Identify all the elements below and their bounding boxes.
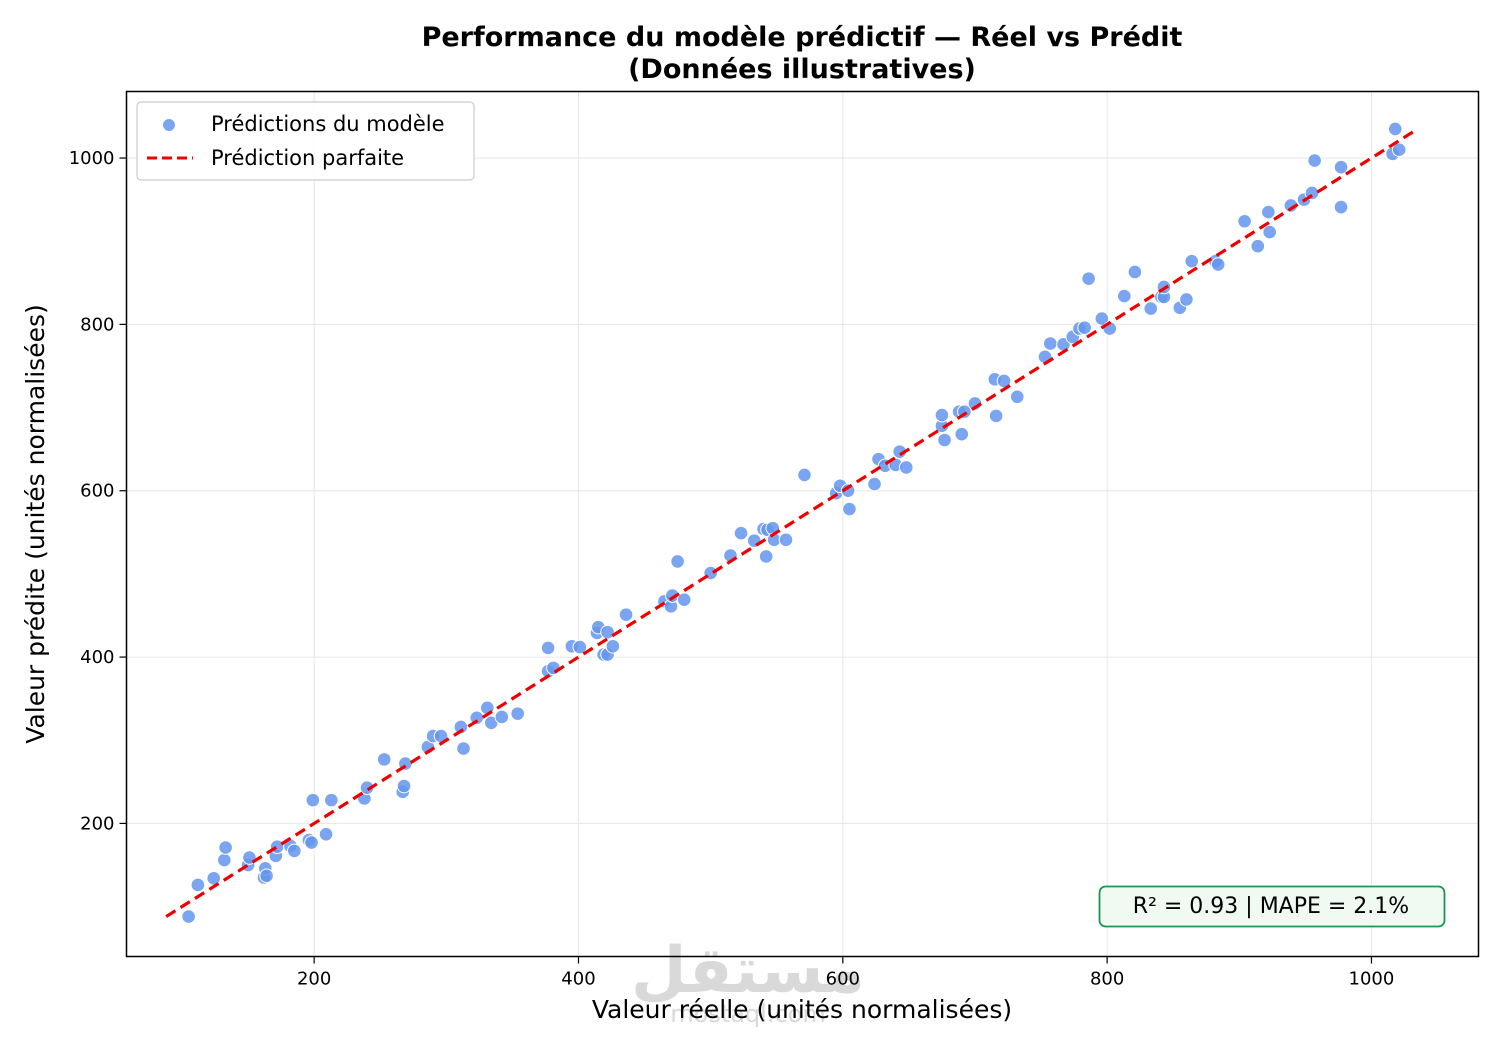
- data-point: [934, 407, 950, 423]
- axis-ticks: 200 400 600 800 1000 200 400 600 800 1000: [69, 148, 1395, 989]
- data-point: [1009, 389, 1025, 405]
- chart-title: Performance du modèle prédictif — Réel v…: [422, 22, 1183, 53]
- y-tick-label: 1000: [69, 148, 115, 169]
- data-point: [1261, 204, 1276, 220]
- data-point: [898, 460, 914, 475]
- data-point: [259, 868, 274, 884]
- x-tick-label: 200: [297, 969, 331, 990]
- data-point: [867, 476, 882, 492]
- data-point: [1043, 336, 1058, 351]
- y-tick-label: 800: [80, 314, 114, 335]
- watermark-arabic: مستقل: [631, 934, 865, 1008]
- data-point: [1184, 253, 1200, 269]
- y-tick-label: 400: [80, 647, 114, 668]
- data-point: [190, 877, 206, 893]
- data-point: [218, 840, 233, 855]
- data-point: [216, 852, 232, 868]
- data-point: [778, 532, 794, 548]
- legend-box: [136, 101, 475, 181]
- data-point: [937, 432, 952, 448]
- data-point: [324, 792, 339, 808]
- perfect-line-series: [165, 129, 1416, 918]
- data-point: [1391, 142, 1407, 158]
- data-point: [746, 533, 762, 548]
- data-point: [670, 554, 685, 569]
- x-tick-label: 400: [561, 969, 595, 990]
- data-point: [181, 909, 196, 924]
- legend-label-predictions: Prédictions du modèle: [211, 112, 445, 136]
- data-point: [1117, 288, 1132, 304]
- data-point: [605, 638, 621, 654]
- data-point: [1210, 257, 1226, 272]
- data-point: [456, 741, 471, 756]
- y-axis-label: Valeur prédite (unités normalisées): [21, 304, 50, 743]
- legend-scatter-marker: [162, 118, 176, 132]
- data-point: [546, 660, 561, 676]
- data-point: [494, 709, 510, 725]
- data-point: [572, 639, 588, 655]
- perfect-prediction-line: [165, 129, 1416, 918]
- data-point: [842, 501, 857, 517]
- data-point: [510, 706, 525, 721]
- data-point: [1237, 213, 1252, 229]
- data-point: [840, 483, 856, 499]
- legend: Prédictions du modèle Prédiction parfait…: [136, 101, 475, 181]
- x-tick-label: 800: [1090, 969, 1124, 990]
- data-point: [797, 467, 812, 483]
- data-point: [600, 624, 615, 640]
- data-point: [1387, 121, 1403, 137]
- data-point: [1143, 301, 1159, 316]
- data-point: [1179, 292, 1194, 307]
- data-point: [1262, 224, 1277, 240]
- y-tick-label: 600: [80, 481, 114, 502]
- data-point: [1250, 238, 1266, 254]
- metrics-annotation: R² = 0.93 | MAPE = 2.1%: [1098, 885, 1446, 928]
- metrics-annotation-text: R² = 0.93 | MAPE = 2.1%: [1133, 894, 1409, 919]
- data-point: [396, 778, 412, 794]
- data-point: [676, 592, 692, 607]
- data-point: [1081, 271, 1096, 286]
- data-point: [1127, 264, 1143, 280]
- data-point: [954, 426, 970, 442]
- legend-label-perfect: Prédiction parfaite: [211, 146, 404, 170]
- data-point: [304, 835, 319, 850]
- y-tick-label: 200: [80, 813, 114, 834]
- data-point: [1094, 311, 1110, 326]
- data-point: [618, 607, 634, 622]
- data-point: [1333, 199, 1349, 215]
- data-point: [318, 826, 334, 842]
- data-point: [453, 719, 469, 735]
- data-point: [988, 408, 1004, 424]
- data-point: [733, 525, 749, 541]
- chart-subtitle: (Données illustratives): [628, 54, 976, 85]
- grid: [126, 91, 1479, 957]
- data-point: [1077, 320, 1092, 336]
- watermark-latin: mostaql.com: [670, 1000, 825, 1028]
- watermark: مستقل mostaql.com: [631, 934, 865, 1028]
- data-point: [287, 843, 302, 859]
- x-axis-label: Valeur réelle (unités normalisées): [592, 995, 1012, 1024]
- data-point: [1333, 159, 1349, 175]
- data-point: [758, 549, 774, 564]
- data-point: [376, 752, 392, 767]
- metrics-annotation-box: [1098, 885, 1446, 928]
- data-point: [540, 640, 556, 656]
- data-point: [305, 792, 321, 808]
- data-point: [1307, 153, 1322, 168]
- data-point: [206, 871, 222, 886]
- x-tick-label: 600: [826, 969, 860, 990]
- x-tick-label: 1000: [1349, 969, 1395, 990]
- plot-frame: [125, 90, 1480, 958]
